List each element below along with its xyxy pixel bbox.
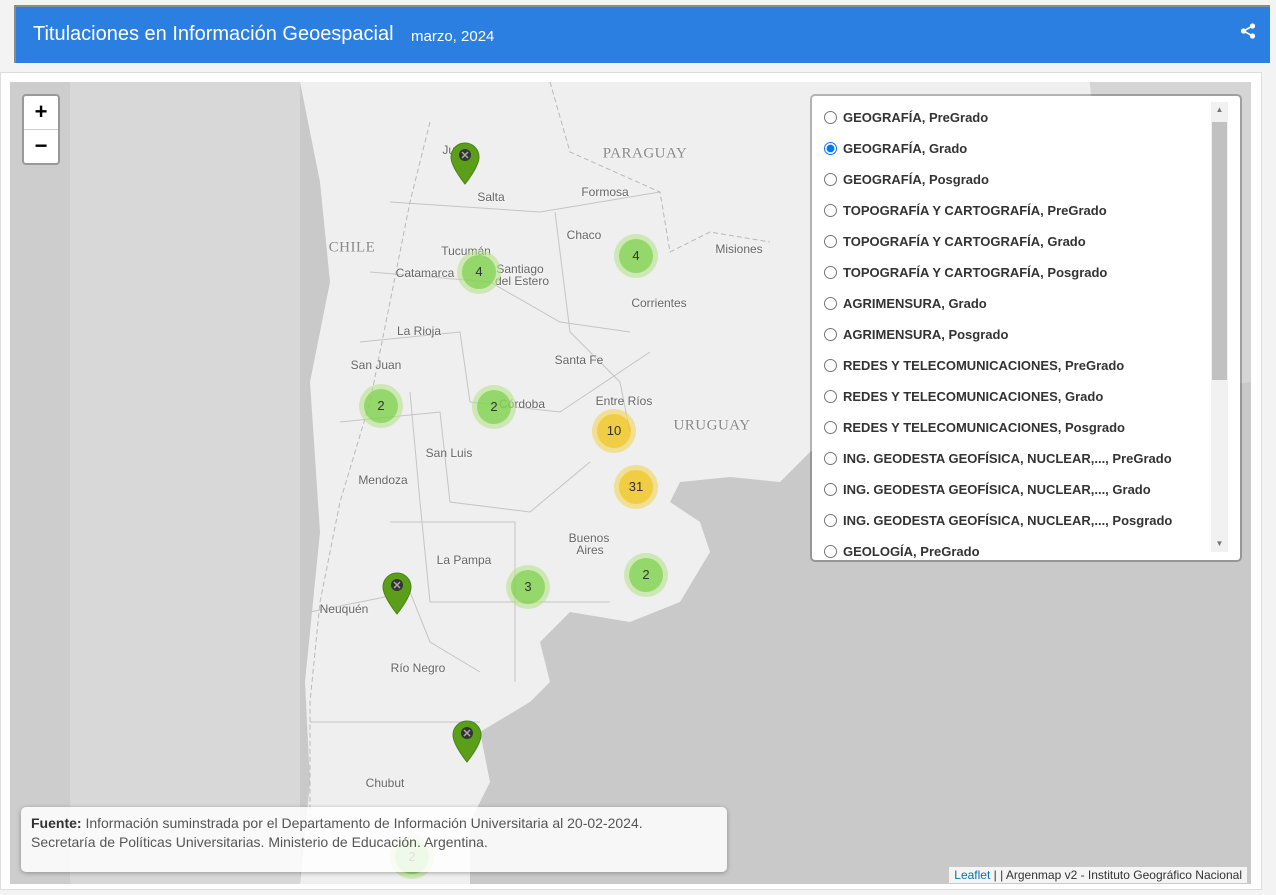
map-label: Mendoza <box>358 473 408 487</box>
layer-label: GEOGRAFÍA, Grado <box>843 141 968 156</box>
map-label: San Juan <box>350 358 402 372</box>
layer-radio[interactable] <box>824 545 837 558</box>
layer-label: AGRIMENSURA, Grado <box>843 296 987 311</box>
map-label: Misiones <box>715 242 763 256</box>
layer-label: GEOGRAFÍA, PreGrado <box>843 110 989 125</box>
source-line1: Información suminstrada por el Departame… <box>85 815 643 831</box>
map-label: Río Negro <box>390 661 446 675</box>
scrollbar-thumb[interactable] <box>1212 122 1227 380</box>
layer-option[interactable]: GEOLOGÍA, PreGrado <box>824 536 1240 560</box>
map-label: Catamarca <box>395 266 455 280</box>
layer-radio[interactable] <box>824 359 837 372</box>
layer-radio[interactable] <box>824 452 837 465</box>
layer-label: ING. GEODESTA GEOFÍSICA, NUCLEAR,..., Pr… <box>843 451 1172 466</box>
map-label: Entre Ríos <box>595 394 653 408</box>
source-label: Fuente: <box>31 815 82 831</box>
layer-radio[interactable] <box>824 204 837 217</box>
layer-radio[interactable] <box>824 111 837 124</box>
attribution: Leaflet | | Argenmap v2 - Instituto Geog… <box>949 867 1247 883</box>
layer-radio[interactable] <box>824 514 837 527</box>
scroll-up-icon[interactable]: ▲ <box>1215 105 1224 114</box>
map[interactable]: PARAGUAY CHILE URUGUAY Formosa Salta Juj… <box>10 82 1251 884</box>
map-label: Corrientes <box>631 296 687 310</box>
page-title: Titulaciones en Información Geoespacial <box>33 23 394 45</box>
layer-label: TOPOGRAFÍA Y CARTOGRAFÍA, Posgrado <box>843 265 1108 280</box>
layer-label: ING. GEODESTA GEOFÍSICA, NUCLEAR,..., Gr… <box>843 482 1151 497</box>
layer-option[interactable]: TOPOGRAFÍA Y CARTOGRAFÍA, Grado <box>824 226 1240 257</box>
layer-radio[interactable] <box>824 142 837 155</box>
source-line2: Secretaría de Políticas Universitarias. … <box>31 834 488 850</box>
attribution-text: | | Argenmap v2 - Instituto Geográfico N… <box>990 868 1242 882</box>
layer-radio[interactable] <box>824 328 837 341</box>
layer-radio[interactable] <box>824 390 837 403</box>
layer-radio[interactable] <box>824 173 837 186</box>
layer-label: REDES Y TELECOMUNICACIONES, PreGrado <box>843 358 1125 373</box>
layer-option[interactable]: ING. GEODESTA GEOFÍSICA, NUCLEAR,..., Pr… <box>824 443 1240 474</box>
source-note: Fuente: Información suminstrada por el D… <box>21 807 727 872</box>
layer-option[interactable]: TOPOGRAFÍA Y CARTOGRAFÍA, PreGrado <box>824 195 1240 226</box>
map-label: Salta <box>477 190 505 204</box>
layer-radio[interactable] <box>824 266 837 279</box>
layer-option[interactable]: GEOGRAFÍA, Posgrado <box>824 164 1240 195</box>
layer-label: AGRIMENSURA, Posgrado <box>843 327 1009 342</box>
layer-option[interactable]: TOPOGRAFÍA Y CARTOGRAFÍA, Posgrado <box>824 257 1240 288</box>
app-header: Titulaciones en Información Geoespacial … <box>14 5 1270 63</box>
map-label: del Estero <box>494 274 550 288</box>
cluster-marker[interactable]: 4 <box>457 250 501 294</box>
cluster-marker[interactable]: 2 <box>359 384 403 428</box>
layer-option[interactable]: REDES Y TELECOMUNICACIONES, Posgrado <box>824 412 1240 443</box>
share-icon[interactable] <box>1240 23 1256 44</box>
map-label: Chaco <box>566 228 602 242</box>
layer-radio[interactable] <box>824 483 837 496</box>
map-label: San Luis <box>425 446 473 460</box>
cluster-marker[interactable]: 31 <box>614 465 658 509</box>
layer-option[interactable]: REDES Y TELECOMUNICACIONES, PreGrado <box>824 350 1240 381</box>
zoom-out-button[interactable]: − <box>24 129 58 163</box>
map-label: La Rioja <box>396 324 442 338</box>
layer-radio[interactable] <box>824 235 837 248</box>
layer-option[interactable]: AGRIMENSURA, Grado <box>824 288 1240 319</box>
layer-option[interactable]: GEOGRAFÍA, Grado <box>824 133 1240 164</box>
layer-radio[interactable] <box>824 297 837 310</box>
layer-label: REDES Y TELECOMUNICACIONES, Grado <box>843 389 1104 404</box>
cluster-marker[interactable]: 3 <box>506 565 550 609</box>
leaflet-link[interactable]: Leaflet <box>954 868 991 882</box>
map-label-uruguay: URUGUAY <box>673 417 751 434</box>
map-label: Buenos <box>568 531 610 545</box>
map-pin-icon[interactable] <box>381 571 413 620</box>
map-label: Santa Fe <box>554 353 604 367</box>
layer-label: TOPOGRAFÍA Y CARTOGRAFÍA, Grado <box>843 234 1086 249</box>
cluster-marker[interactable]: 4 <box>614 234 658 278</box>
date-label: marzo, 2024 <box>411 28 495 45</box>
map-label: Neuquén <box>319 602 369 616</box>
map-pin-icon[interactable] <box>451 719 483 768</box>
cluster-marker[interactable]: 10 <box>592 409 636 453</box>
map-label-chile: CHILE <box>328 239 376 256</box>
scroll-down-icon[interactable]: ▼ <box>1215 539 1224 548</box>
layer-label: GEOLOGÍA, PreGrado <box>843 544 980 559</box>
layer-option[interactable]: ING. GEODESTA GEOFÍSICA, NUCLEAR,..., Po… <box>824 505 1240 536</box>
zoom-in-button[interactable]: + <box>34 99 48 124</box>
layer-label: GEOGRAFÍA, Posgrado <box>843 172 989 187</box>
layer-option[interactable]: GEOGRAFÍA, PreGrado <box>824 102 1240 133</box>
layer-option[interactable]: AGRIMENSURA, Posgrado <box>824 319 1240 350</box>
map-pin-icon[interactable] <box>449 141 481 190</box>
scrollbar[interactable]: ▲ ▼ <box>1211 102 1228 552</box>
layer-option[interactable]: REDES Y TELECOMUNICACIONES, Grado <box>824 381 1240 412</box>
layer-option[interactable]: ING. GEODESTA GEOFÍSICA, NUCLEAR,..., Gr… <box>824 474 1240 505</box>
cluster-marker[interactable]: 2 <box>624 553 668 597</box>
map-label: La Pampa <box>436 553 492 567</box>
map-label-paraguay: PARAGUAY <box>602 145 688 162</box>
layer-label: ING. GEODESTA GEOFÍSICA, NUCLEAR,..., Po… <box>843 513 1173 528</box>
zoom-control: + − <box>22 94 60 165</box>
layer-radio[interactable] <box>824 421 837 434</box>
layer-label: REDES Y TELECOMUNICACIONES, Posgrado <box>843 420 1125 435</box>
layer-control: GEOGRAFÍA, PreGrado GEOGRAFÍA, Grado GEOGR… <box>810 94 1242 562</box>
map-label: Aires <box>576 543 604 557</box>
cluster-marker[interactable]: 2 <box>472 385 516 429</box>
map-label: Formosa <box>581 185 629 199</box>
layer-label: TOPOGRAFÍA Y CARTOGRAFÍA, PreGrado <box>843 203 1107 218</box>
map-label: Santiago <box>496 262 544 276</box>
map-label: Chubut <box>365 776 405 790</box>
